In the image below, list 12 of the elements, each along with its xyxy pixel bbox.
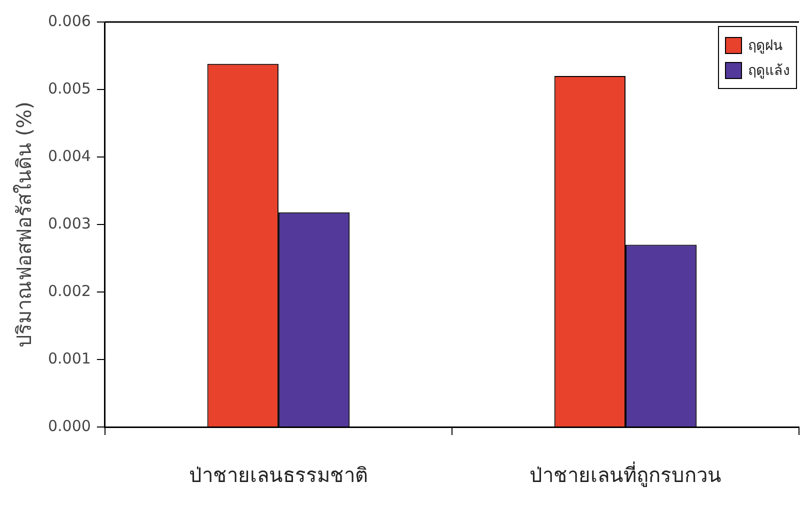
x-tick-label: ป่าชายเลนธรรมชาติ bbox=[188, 463, 368, 488]
y-tick-label: 0.006 bbox=[48, 12, 91, 30]
y-tick-label: 0.000 bbox=[48, 416, 91, 435]
x-tick-label: ป่าชายเลนที่ถูกรบกวน bbox=[529, 461, 722, 488]
y-tick-label: 0.005 bbox=[48, 79, 91, 98]
y-axis-title: ปริมาณฟอสฟอรัสในดิน (%) bbox=[12, 102, 36, 348]
y-tick-label: 0.001 bbox=[48, 349, 91, 368]
y-tick-label: 0.002 bbox=[48, 282, 91, 300]
y-tick-label: 0.004 bbox=[48, 146, 91, 165]
y-tick-label: 0.003 bbox=[48, 214, 91, 232]
legend-label: ฤดูฝน bbox=[748, 37, 783, 56]
legend-label: ฤดูแล้ง bbox=[748, 62, 790, 81]
